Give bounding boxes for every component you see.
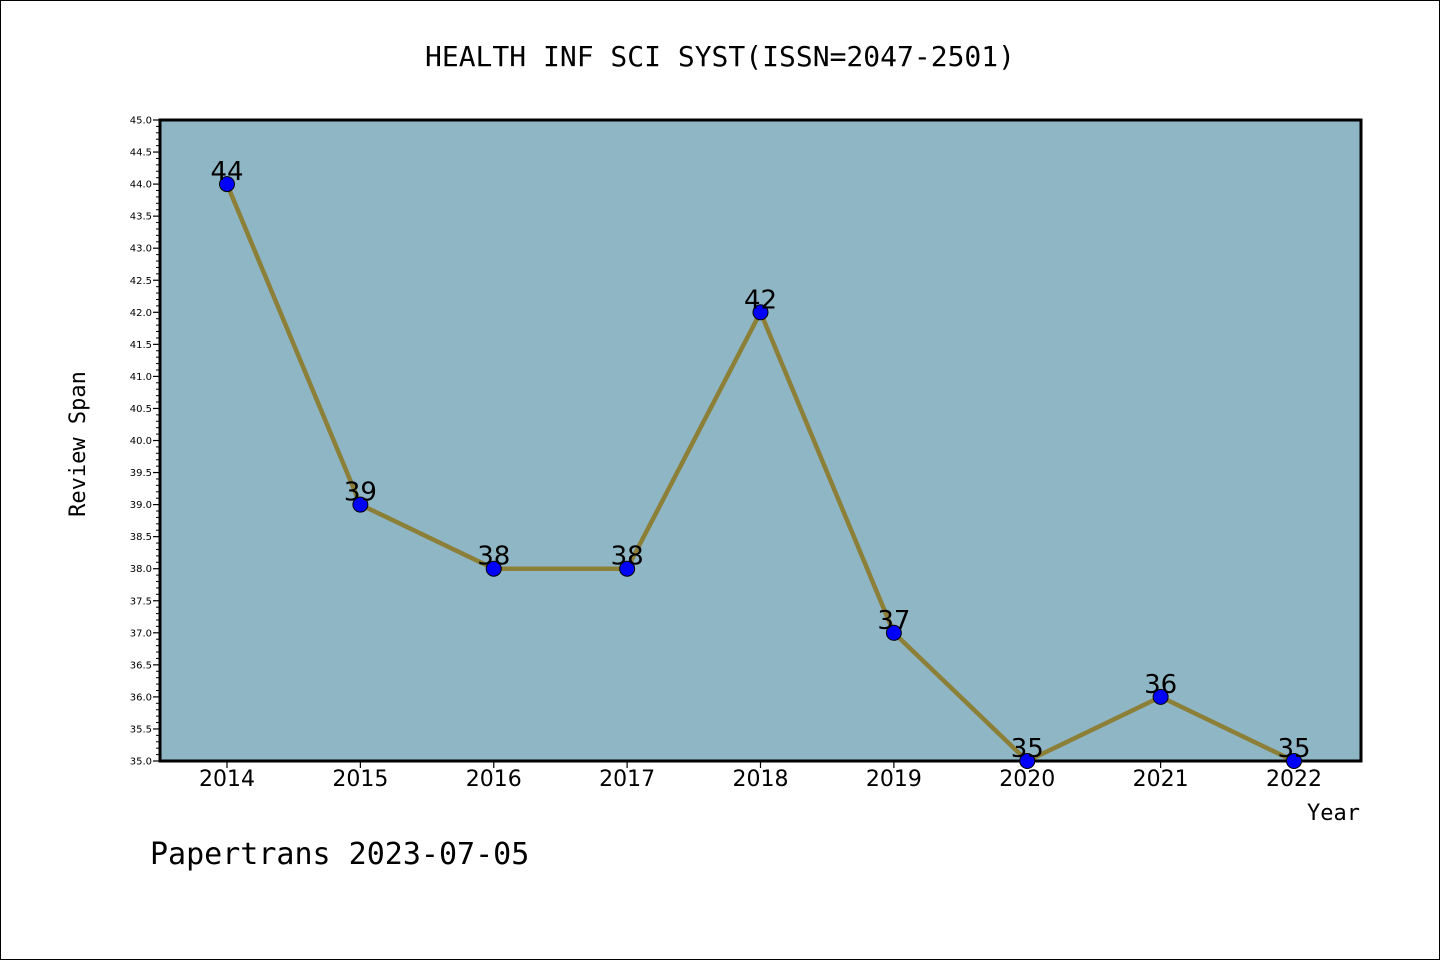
y-tick-label: 39.5 <box>130 468 152 479</box>
x-tick-label: 2018 <box>733 767 789 792</box>
y-tick-label: 38.0 <box>130 564 152 575</box>
data-label: 35 <box>1011 734 1044 764</box>
x-tick-label: 2021 <box>1133 767 1189 792</box>
data-point <box>885 624 902 641</box>
data-label: 35 <box>1277 734 1310 764</box>
data-point <box>1152 688 1169 705</box>
y-tick-label: 36.0 <box>130 692 152 703</box>
y-tick-label: 43.5 <box>130 212 152 223</box>
data-point <box>752 304 769 321</box>
data-point <box>1286 753 1302 769</box>
y-axis-ticks: 35.0 35.5 36.0 36.5 37.0 37.5 38.0 38.5 39.0 39.5… <box>130 116 160 768</box>
y-tick-label: 39.0 <box>130 500 152 511</box>
watermark-text: Papertrans 2023-07-05 <box>150 837 529 872</box>
data-label: 44 <box>210 157 243 187</box>
y-tick-label: 44.0 <box>130 180 152 191</box>
data-point <box>219 176 235 193</box>
data-label: 38 <box>477 542 510 572</box>
plot-area <box>158 118 1363 763</box>
series-layer <box>219 176 1302 769</box>
y-tick-label: 45.0 <box>130 116 152 127</box>
x-axis-ticks: 2014 2015 2016 2017 2018 2019 2020 2021 2022 <box>199 761 1322 792</box>
x-tick-label: 2014 <box>199 767 255 792</box>
data-point <box>619 560 636 577</box>
y-tick-label: 40.0 <box>130 436 152 447</box>
y-tick-label: 37.0 <box>130 628 152 639</box>
y-tick-label: 40.5 <box>130 404 152 415</box>
y-tick-label: 44.5 <box>130 148 152 159</box>
y-tick-label: 37.5 <box>130 596 152 607</box>
y-tick-label: 35.5 <box>130 724 152 735</box>
data-label: 37 <box>877 606 910 636</box>
y-tick-label: 42.5 <box>130 276 152 287</box>
data-point <box>352 496 369 513</box>
x-tick-label: 2019 <box>866 767 922 792</box>
data-label: 38 <box>611 542 644 572</box>
y-tick-label: 35.0 <box>130 757 152 768</box>
data-label: 42 <box>744 285 777 315</box>
x-tick-label: 2017 <box>599 767 655 792</box>
y-tick-label: 43.0 <box>130 244 152 255</box>
y-tick-label: 41.5 <box>130 340 152 351</box>
x-tick-label: 2022 <box>1266 767 1322 792</box>
y-tick-label: 38.5 <box>130 532 152 543</box>
y-tick-label: 41.0 <box>130 372 152 383</box>
y-tick-label: 36.5 <box>130 660 152 671</box>
data-label: 39 <box>344 478 377 508</box>
x-tick-label: 2016 <box>466 767 522 792</box>
x-tick-label: 2015 <box>332 767 388 792</box>
chart-title: HEALTH INF SCI SYST(ISSN=2047-2501) <box>425 40 1015 73</box>
x-tick-label: 2020 <box>999 767 1055 792</box>
data-label: 36 <box>1144 670 1177 700</box>
data-labels-layer: 44 39 38 38 42 37 35 36 35 <box>210 157 1310 764</box>
y-tick-label: 42.0 <box>130 308 152 319</box>
data-point <box>485 560 502 577</box>
y-axis-label: Review Span <box>66 371 91 517</box>
data-point <box>1019 753 1036 769</box>
x-axis-label: Year <box>1307 801 1360 826</box>
